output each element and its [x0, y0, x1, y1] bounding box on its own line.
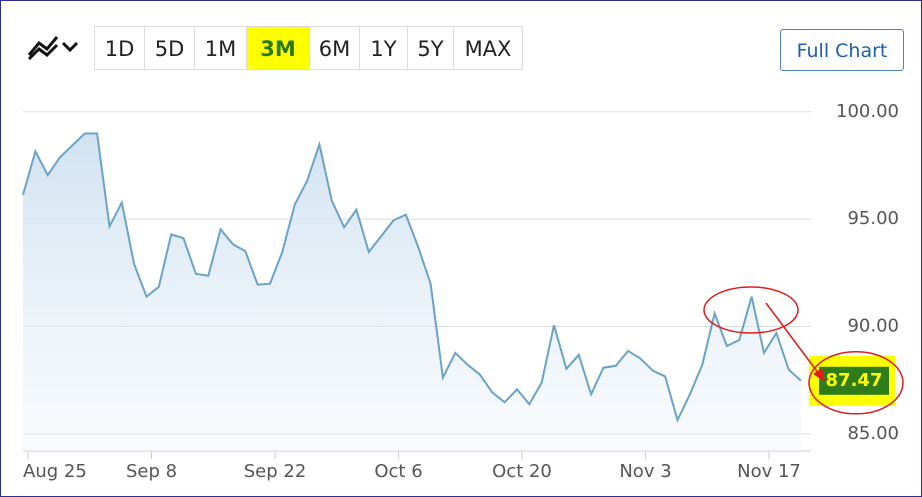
- price-line: [22, 132, 802, 423]
- range-button[interactable]: 1Y: [359, 26, 408, 70]
- annotation-arrow: [765, 302, 820, 375]
- x-tick-label: Oct 6: [374, 461, 422, 482]
- y-tick-label: 100.00: [836, 101, 899, 122]
- x-tick-label: Oct 20: [492, 461, 552, 482]
- price-label: 87.47: [826, 370, 883, 391]
- y-tick-label: 90.00: [847, 315, 899, 336]
- y-tick-label: 85.00: [847, 423, 899, 444]
- annotation-arrowhead: [813, 368, 825, 382]
- chart-type-icon[interactable]: [27, 33, 87, 63]
- range-button[interactable]: 1D: [94, 26, 145, 70]
- y-tick-label: 95.00: [847, 208, 899, 229]
- price-badge: [819, 366, 889, 395]
- range-button[interactable]: 6M: [309, 26, 360, 70]
- full-chart-button[interactable]: Full Chart: [780, 29, 904, 71]
- range-button[interactable]: 1M: [194, 26, 247, 70]
- area: [23, 133, 802, 451]
- annotation-ellipse: [808, 351, 904, 415]
- range-button[interactable]: 3M: [246, 26, 310, 70]
- x-tick-label: Sep 22: [244, 461, 307, 482]
- annotation-ellipse: [703, 286, 799, 334]
- range-button[interactable]: MAX: [453, 26, 523, 70]
- x-tick-label: Nov 3: [619, 461, 671, 482]
- x-tick-label: Nov 17: [737, 461, 801, 482]
- x-tick-label: Aug 25: [23, 461, 87, 482]
- x-tick-label: Sep 8: [126, 461, 177, 482]
